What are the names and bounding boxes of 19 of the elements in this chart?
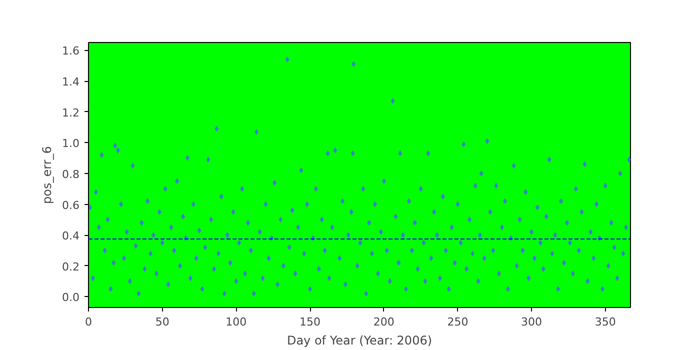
y-tick-label: 0.8 (62, 168, 80, 181)
x-tick-label: 50 (155, 316, 170, 328)
x-axis-title: Day of Year (Year: 2006) (286, 334, 432, 348)
y-tick-label: 1.6 (62, 44, 80, 58)
y-tick-label: 1.2 (62, 106, 80, 120)
y-tick-label: 0.6 (62, 198, 80, 212)
x-tick-label: 300 (521, 316, 542, 328)
y-tick-label: 0.0 (62, 291, 80, 304)
y-tick-label: 0.2 (62, 260, 80, 274)
y-tick-label: 1.4 (62, 76, 80, 89)
y-tick-label: 0.4 (62, 230, 80, 243)
y-tick-label: 1.0 (62, 137, 80, 150)
x-tick-label: 0 (85, 316, 92, 328)
y-axis-title: pos_err_6 (40, 146, 54, 204)
x-tick-label: 150 (300, 316, 321, 328)
x-tick-label: 250 (447, 316, 468, 328)
x-tick-label: 350 (594, 316, 616, 328)
x-tick-label: 200 (373, 316, 394, 328)
x-tick-label: 100 (226, 316, 247, 328)
